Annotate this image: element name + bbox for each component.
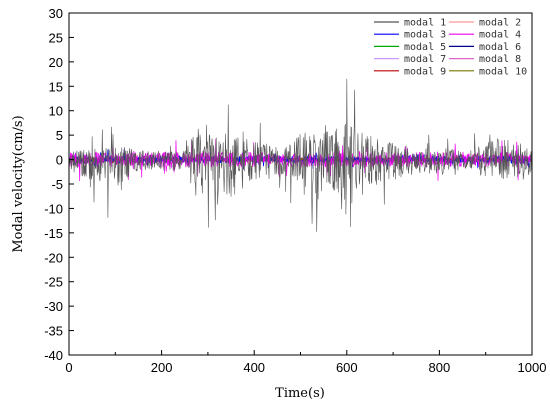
y-tick-label: -5 xyxy=(51,177,63,192)
legend-label: modal 5 xyxy=(404,42,446,53)
y-tick-label: 10 xyxy=(49,104,63,119)
series-line-modal-1 xyxy=(69,78,532,232)
y-tick-label: -40 xyxy=(44,348,63,363)
legend-label: modal 2 xyxy=(479,18,521,29)
legend-label: modal 8 xyxy=(479,54,521,65)
y-tick-label: 5 xyxy=(56,128,63,143)
y-tick-label: 15 xyxy=(49,79,63,94)
y-tick-label: 25 xyxy=(49,30,63,45)
x-axis-ticks: 0 200 400 600 800 1000 xyxy=(65,350,546,375)
y-axis-ticks: -40 -35 -30 -25 -20 -15 -10 -5 0 5 10 15 20 25 30 xyxy=(44,6,74,363)
y-tick-label: -30 xyxy=(44,299,63,314)
x-tick-label: 800 xyxy=(429,360,451,375)
y-tick-label: -25 xyxy=(44,275,63,290)
legend-label: modal 7 xyxy=(404,54,446,65)
legend-label: modal 4 xyxy=(479,30,521,41)
y-tick-label: -15 xyxy=(44,226,63,241)
y-tick-label: -10 xyxy=(44,201,63,216)
x-axis-title: Time(s) xyxy=(275,386,325,401)
x-tick-label: 1000 xyxy=(518,360,547,375)
legend-label: modal 3 xyxy=(404,30,446,41)
legend-label: modal 6 xyxy=(479,42,521,53)
x-tick-label: 200 xyxy=(151,360,173,375)
series-layer xyxy=(69,78,532,232)
legend-label: modal 9 xyxy=(404,66,446,77)
x-tick-label: 400 xyxy=(243,360,265,375)
y-axis-title: Modal velocity(cm/s) xyxy=(11,115,26,252)
x-tick-label: 600 xyxy=(336,360,358,375)
y-tick-label: 20 xyxy=(49,55,63,70)
legend-label: modal 10 xyxy=(479,66,527,77)
y-tick-label: -20 xyxy=(44,250,63,265)
x-tick-label: 0 xyxy=(65,360,72,375)
legend-label: modal 1 xyxy=(404,18,446,29)
y-tick-label: 0 xyxy=(56,153,63,168)
y-tick-label: 30 xyxy=(49,6,63,21)
y-tick-label: -35 xyxy=(44,324,63,339)
